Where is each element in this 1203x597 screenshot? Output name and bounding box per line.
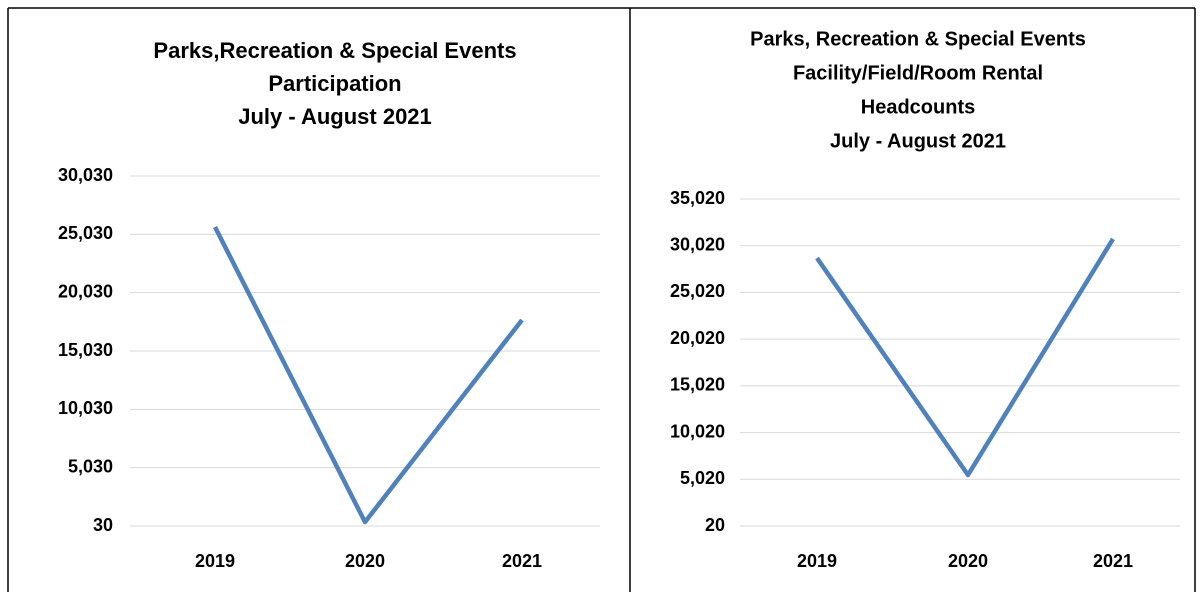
chart-title: Parks, Recreation & Special Events (750, 28, 1086, 50)
chart-title: Parks,Recreation & Special Events (153, 38, 516, 63)
line-series (815, 237, 1115, 478)
chart-title: July - August 2021 (830, 130, 1006, 152)
y-tick-label: 15,020 (670, 375, 725, 395)
x-tick-label: 2019 (797, 551, 837, 571)
x-tick-label: 2020 (345, 551, 385, 571)
y-tick-label: 30,020 (670, 234, 725, 254)
chart-title: Participation (268, 71, 401, 96)
chart-title: July - August 2021 (238, 104, 432, 129)
x-tick-label: 2021 (1093, 551, 1133, 571)
y-tick-label: 25,020 (670, 281, 725, 301)
x-tick-label: 2020 (948, 551, 988, 571)
y-tick-label: 30,030 (58, 165, 113, 185)
y-tick-label: 5,030 (68, 456, 113, 476)
y-tick-label: 10,020 (670, 421, 725, 441)
y-tick-label: 20,030 (58, 281, 113, 301)
y-tick-label: 30 (93, 515, 113, 535)
chart-title: Facility/Field/Room Rental (793, 62, 1043, 84)
y-tick-label: 5,020 (680, 468, 725, 488)
x-tick-label: 2019 (195, 551, 235, 571)
y-tick-label: 15,030 (58, 340, 113, 360)
x-tick-label: 2021 (502, 551, 542, 571)
y-tick-label: 25,030 (58, 223, 113, 243)
y-tick-label: 10,030 (58, 398, 113, 418)
line-series (212, 225, 524, 525)
y-tick-label: 20 (705, 515, 725, 535)
y-tick-label: 20,020 (670, 328, 725, 348)
chart-title: Headcounts (861, 96, 975, 118)
y-tick-label: 35,020 (670, 188, 725, 208)
